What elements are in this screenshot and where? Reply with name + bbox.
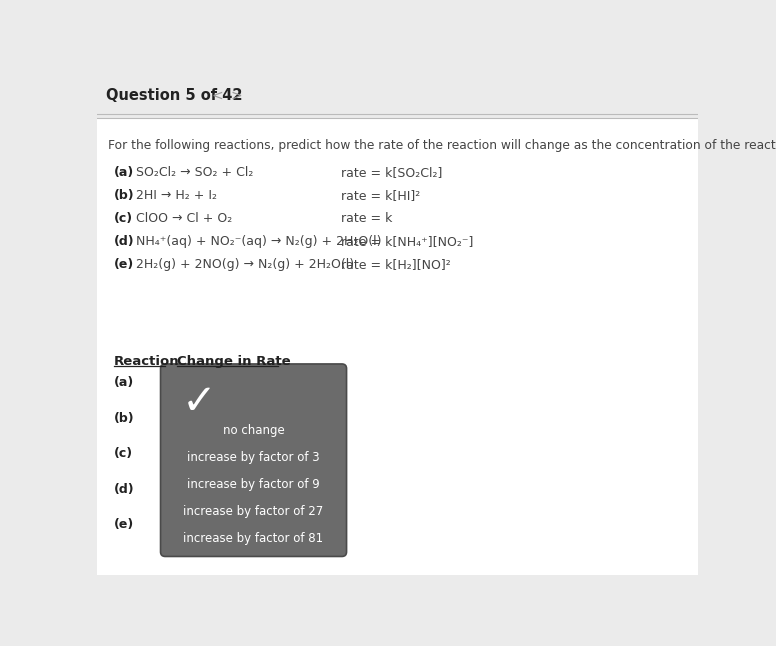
Text: (a): (a): [114, 376, 134, 390]
Text: increase by factor of 9: increase by factor of 9: [187, 478, 320, 491]
Text: increase by factor of 81: increase by factor of 81: [183, 532, 324, 545]
Text: increase by factor of 27: increase by factor of 27: [183, 505, 324, 518]
Text: (c): (c): [114, 447, 133, 460]
Text: ✓: ✓: [182, 381, 217, 423]
Text: (c): (c): [114, 213, 133, 225]
Text: 2HI → H₂ + I₂: 2HI → H₂ + I₂: [136, 189, 217, 202]
Text: rate = k[NH₄⁺][NO₂⁻]: rate = k[NH₄⁺][NO₂⁻]: [341, 235, 473, 248]
Text: (b): (b): [114, 412, 135, 424]
Text: (d): (d): [114, 235, 135, 248]
Text: For the following reactions, predict how the rate of the reaction will change as: For the following reactions, predict how…: [108, 139, 776, 152]
Text: no change: no change: [223, 424, 285, 437]
Text: ClOO → Cl + O₂: ClOO → Cl + O₂: [136, 213, 232, 225]
Text: rate = k[H₂][NO]²: rate = k[H₂][NO]²: [341, 258, 451, 271]
Text: increase by factor of 3: increase by factor of 3: [187, 451, 320, 464]
Text: Change in Rate: Change in Rate: [177, 355, 290, 368]
Text: rate = k: rate = k: [341, 213, 393, 225]
Text: (a): (a): [114, 166, 134, 179]
Text: (b): (b): [114, 189, 135, 202]
Text: Reaction: Reaction: [114, 355, 180, 368]
Text: rate = k[SO₂Cl₂]: rate = k[SO₂Cl₂]: [341, 166, 442, 179]
Text: NH₄⁺(aq) + NO₂⁻(aq) → N₂(g) + 2H₂O(l): NH₄⁺(aq) + NO₂⁻(aq) → N₂(g) + 2H₂O(l): [136, 235, 381, 248]
Text: 2H₂(g) + 2NO(g) → N₂(g) + 2H₂O(l): 2H₂(g) + 2NO(g) → N₂(g) + 2H₂O(l): [136, 258, 354, 271]
Text: SO₂Cl₂ → SO₂ + Cl₂: SO₂Cl₂ → SO₂ + Cl₂: [136, 166, 253, 179]
Text: <: <: [212, 89, 223, 103]
FancyBboxPatch shape: [97, 78, 698, 114]
Text: rate = k[HI]²: rate = k[HI]²: [341, 189, 421, 202]
Text: Question 5 of 42: Question 5 of 42: [106, 89, 243, 103]
Text: >: >: [230, 89, 242, 103]
Text: (d): (d): [114, 483, 135, 495]
FancyBboxPatch shape: [97, 118, 698, 575]
Text: (e): (e): [114, 518, 134, 531]
FancyBboxPatch shape: [161, 364, 347, 556]
Text: (e): (e): [114, 258, 134, 271]
